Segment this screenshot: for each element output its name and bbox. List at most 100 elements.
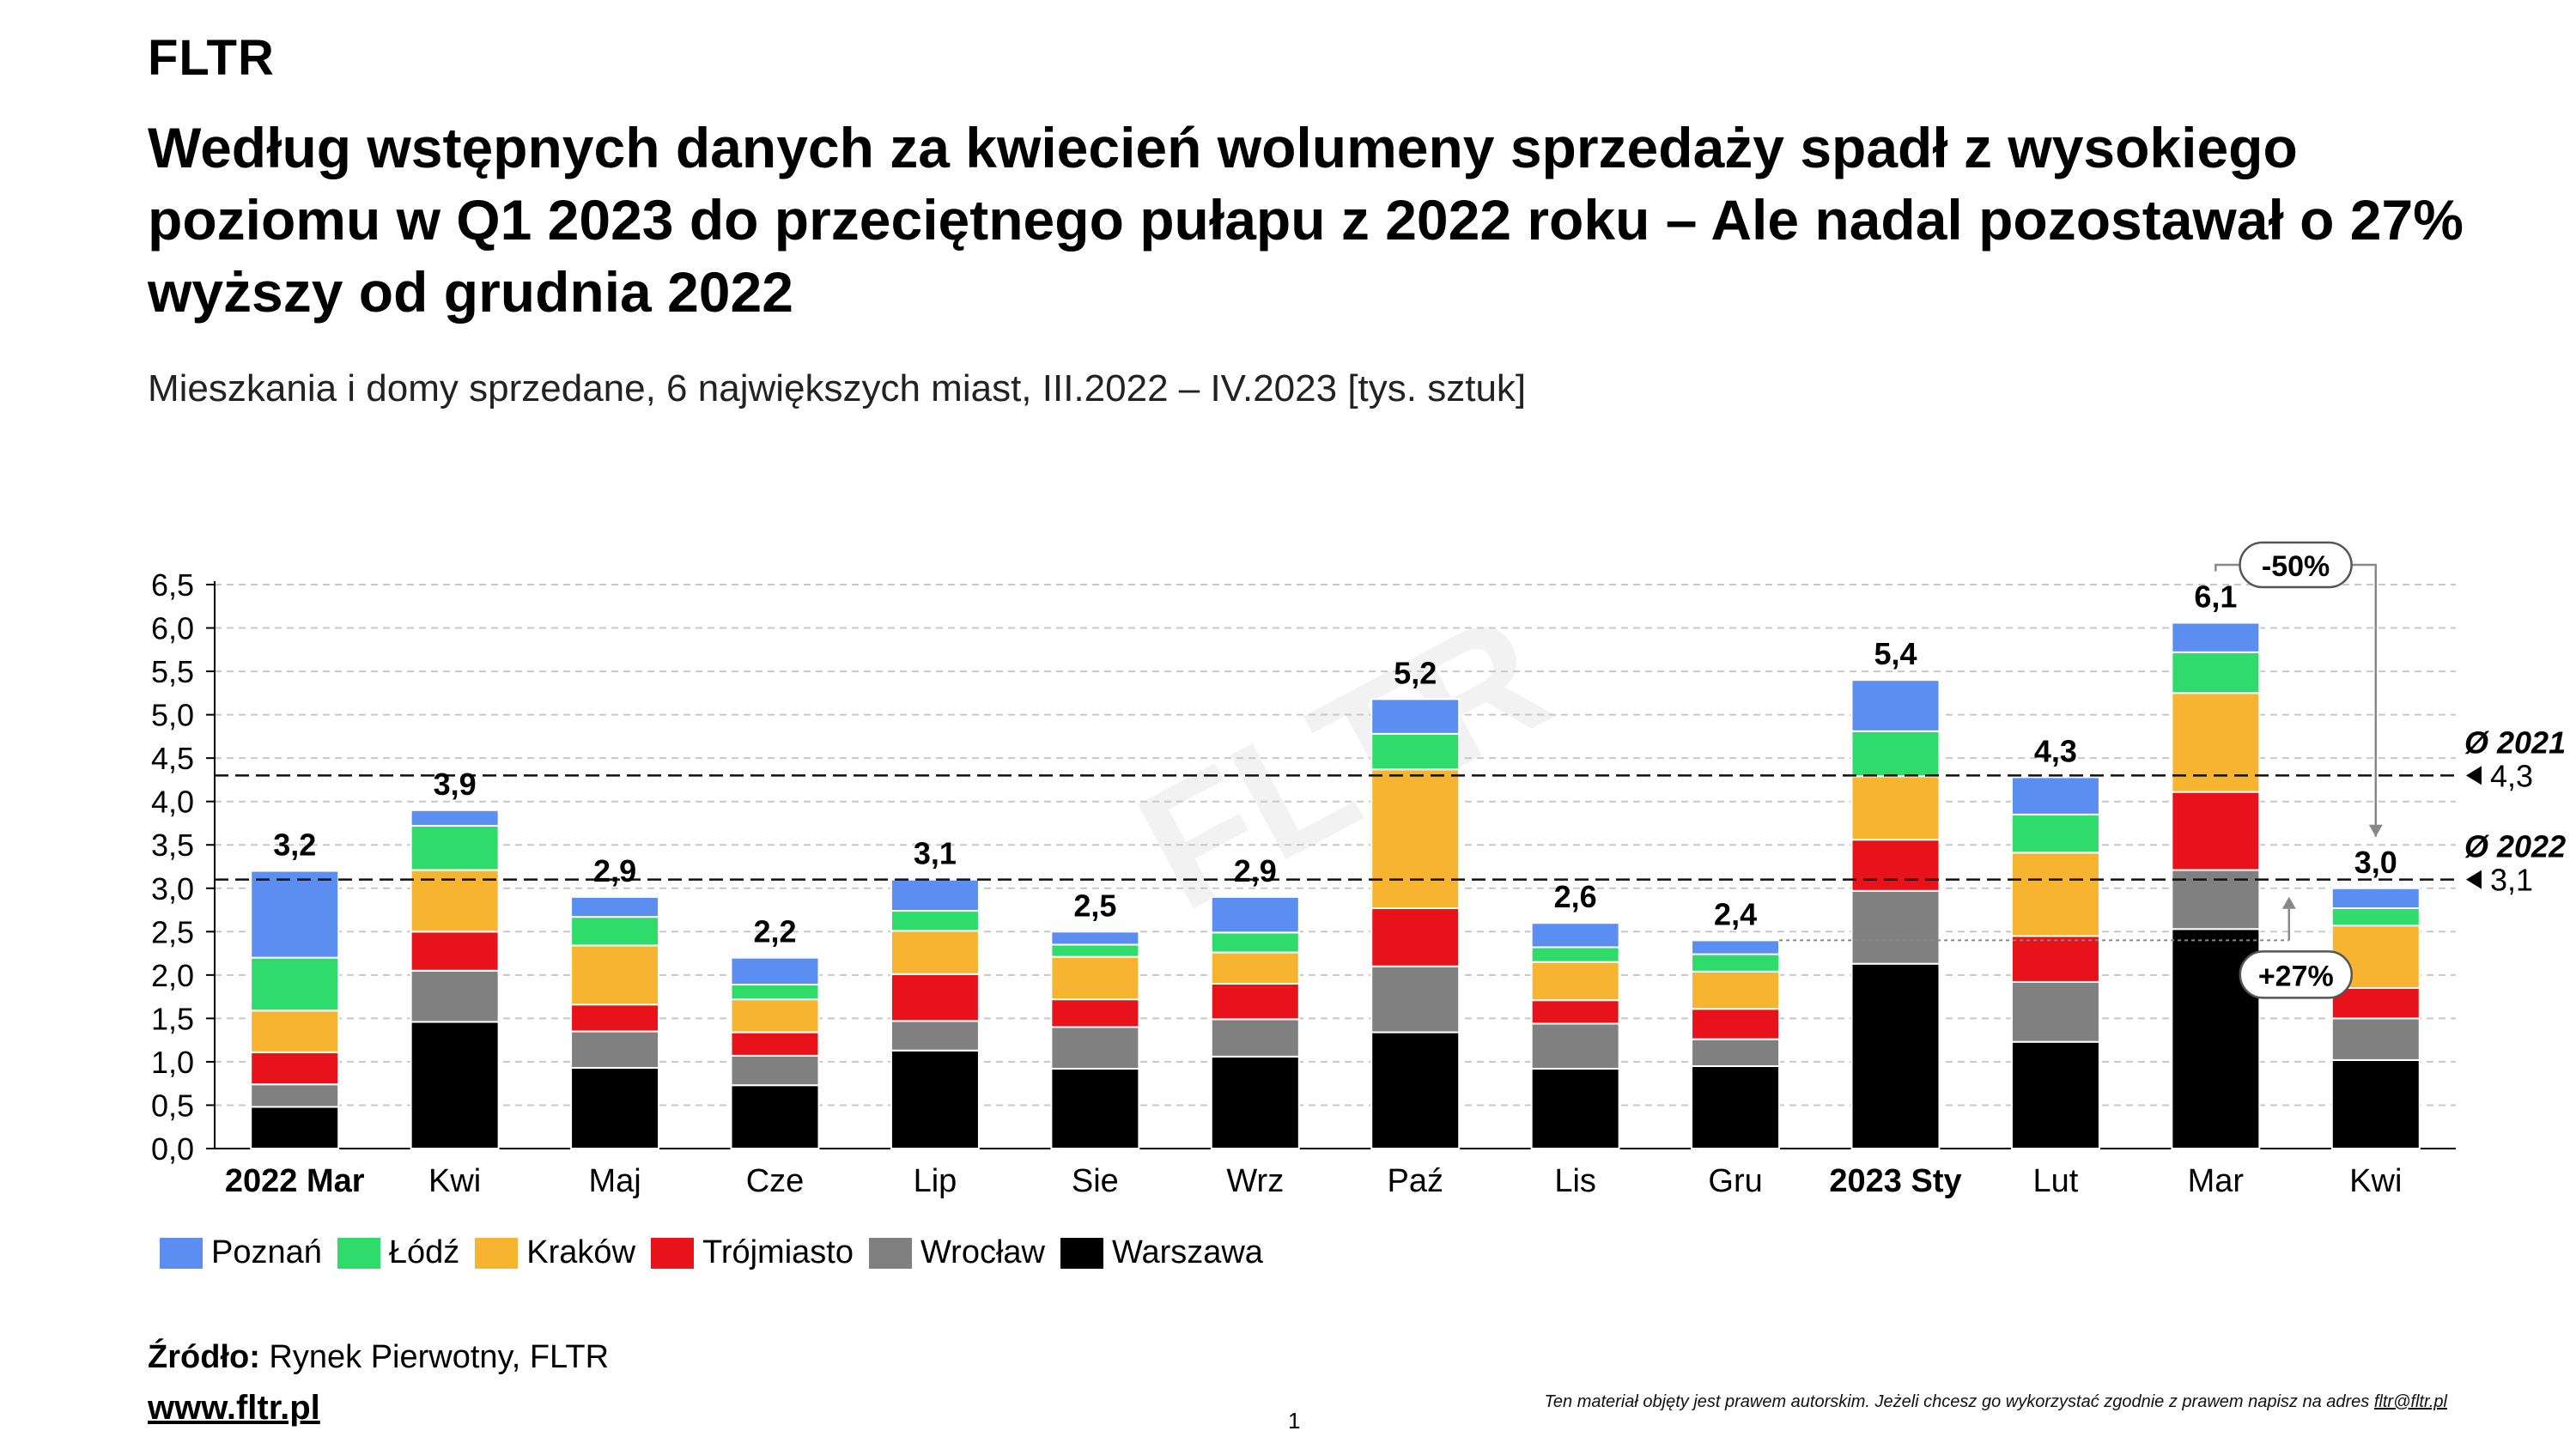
bar-segment-wrocław bbox=[1691, 1038, 1781, 1067]
bar-segment-łódź bbox=[1850, 730, 1941, 778]
bar-segment-warszawa bbox=[570, 1066, 660, 1149]
bar-segment-trójmiasto bbox=[250, 1051, 340, 1086]
copyright-email[interactable]: fltr@fltr.pl bbox=[2373, 1392, 2447, 1411]
bar-segment-kraków bbox=[2171, 692, 2261, 793]
reference-line-value: 3,1 bbox=[2490, 863, 2533, 898]
bar-segment-łódź bbox=[1530, 946, 1620, 963]
y-tick-label: 5,0 bbox=[151, 698, 194, 733]
bar-segment-poznań bbox=[1691, 939, 1781, 955]
bar-total-label: 5,2 bbox=[1394, 655, 1437, 690]
watermark-text: FLTR bbox=[1110, 578, 1577, 947]
bar-segment-warszawa bbox=[2330, 1058, 2421, 1149]
legend-label: Warszawa bbox=[1111, 1234, 1263, 1270]
reference-arrow-icon bbox=[2466, 870, 2482, 889]
bar-segment-poznań bbox=[2010, 776, 2100, 815]
bar-segment-trójmiasto bbox=[2010, 935, 2100, 983]
bar-total-label: 3,2 bbox=[273, 828, 316, 863]
bar-segment-łódź bbox=[1370, 732, 1461, 771]
bar-segment-łódź bbox=[890, 910, 980, 932]
bar-segment-trójmiasto bbox=[730, 1031, 820, 1057]
page-number: 1 bbox=[1288, 1408, 1301, 1434]
x-tick-label: Paź bbox=[1387, 1163, 1443, 1199]
x-tick-label: 2022 Mar bbox=[225, 1163, 365, 1199]
bar-segment-kraków bbox=[2010, 852, 2100, 937]
bar-segment-trójmiasto bbox=[1050, 998, 1140, 1028]
annotation-label: +27% bbox=[2258, 960, 2334, 992]
bar-segment-kraków bbox=[1530, 961, 1620, 1002]
bar-segment-kraków bbox=[1050, 955, 1140, 1001]
source-note: Źródło: Rynek Pierwotny, FLTR bbox=[148, 1339, 609, 1376]
chart-subtitle: Mieszkania i domy sprzedane, 6 największ… bbox=[148, 367, 1527, 409]
reference-arrow-icon bbox=[2466, 766, 2482, 785]
bar-segment-kraków bbox=[1850, 775, 1941, 841]
bar-segment-trójmiasto bbox=[1210, 982, 1300, 1021]
chart-legend: Poznań Łódź Kraków Trójmiasto Wrocław Warszaw… bbox=[160, 1234, 1279, 1271]
bar-segment-trójmiasto bbox=[1370, 907, 1461, 967]
bar-segment-warszawa bbox=[1850, 962, 1941, 1150]
bar-total-label: 2,9 bbox=[1234, 853, 1277, 888]
bar-segment-warszawa bbox=[1530, 1068, 1620, 1150]
legend-swatch bbox=[1060, 1237, 1103, 1269]
bar-total-label: 3,9 bbox=[434, 767, 477, 802]
y-tick-label: 1,0 bbox=[151, 1045, 194, 1080]
source-label: Źródło: bbox=[148, 1339, 260, 1375]
bar-segment-poznań bbox=[250, 870, 340, 959]
bar-segment-wrocław bbox=[2010, 980, 2100, 1043]
bar-segment-warszawa bbox=[730, 1084, 820, 1150]
website-link[interactable]: www.fltr.pl bbox=[148, 1389, 320, 1427]
annotation-arrow-icon bbox=[2281, 896, 2296, 909]
annotation-bubble bbox=[2239, 950, 2354, 999]
bar-segment-warszawa bbox=[890, 1049, 980, 1150]
bar-segment-wrocław bbox=[1850, 889, 1941, 965]
bar-segment-trójmiasto bbox=[570, 1003, 660, 1033]
bar-segment-poznań bbox=[730, 956, 820, 985]
bar-segment-poznań bbox=[1050, 931, 1140, 946]
bar-segment-łódź bbox=[730, 983, 820, 1001]
bar-segment-wrocław bbox=[1530, 1022, 1620, 1070]
bar-segment-trójmiasto bbox=[410, 931, 500, 972]
y-tick-label: 4,5 bbox=[151, 741, 194, 776]
x-tick-label: Kwi bbox=[2349, 1163, 2402, 1199]
y-tick-label: 3,0 bbox=[151, 871, 194, 906]
bar-segment-wrocław bbox=[1370, 965, 1461, 1034]
bar-total-label: 3,1 bbox=[914, 836, 957, 871]
x-tick-label: Lut bbox=[2033, 1163, 2079, 1199]
y-tick-label: 3,5 bbox=[151, 828, 194, 863]
bar-segment-łódź bbox=[250, 956, 340, 1012]
bar-segment-łódź bbox=[410, 824, 500, 871]
bar-segment-poznań bbox=[1370, 698, 1461, 735]
bar-segment-wrocław bbox=[570, 1030, 660, 1069]
bar-segment-warszawa bbox=[1691, 1064, 1781, 1150]
bar-segment-łódź bbox=[2330, 907, 2421, 927]
legend-item-poznań: Poznań bbox=[160, 1234, 322, 1271]
x-tick-label: Wrz bbox=[1226, 1163, 1284, 1199]
bar-segment-kraków bbox=[250, 1009, 340, 1053]
bar-total-label: 2,2 bbox=[753, 914, 796, 949]
x-tick-label: 2023 Sty bbox=[1829, 1163, 1961, 1199]
x-tick-label: Gru bbox=[1708, 1163, 1762, 1199]
bar-segment-kraków bbox=[730, 998, 820, 1034]
y-tick-label: 2,5 bbox=[151, 914, 194, 949]
bar-segment-trójmiasto bbox=[1850, 839, 1941, 892]
bar-segment-wrocław bbox=[410, 969, 500, 1023]
bar-segment-warszawa bbox=[1050, 1068, 1140, 1150]
y-tick-label: 0,5 bbox=[151, 1088, 194, 1123]
bar-total-label: 2,6 bbox=[1554, 879, 1597, 914]
bar-segment-trójmiasto bbox=[2171, 791, 2261, 871]
bar-segment-kraków bbox=[570, 944, 660, 1006]
y-tick-label: 6,5 bbox=[151, 567, 194, 603]
y-tick-label: 6,0 bbox=[151, 611, 194, 646]
bar-total-label: 2,4 bbox=[1714, 896, 1757, 931]
legend-swatch bbox=[868, 1237, 912, 1269]
bar-segment-poznań bbox=[1850, 679, 1941, 732]
reference-line-name: Ø 2021 bbox=[2464, 724, 2566, 760]
legend-item-kraków: Kraków bbox=[475, 1234, 635, 1271]
legend-swatch bbox=[160, 1237, 203, 1269]
bar-segment-trójmiasto bbox=[1530, 999, 1620, 1025]
bar-segment-warszawa bbox=[1210, 1055, 1300, 1150]
bar-segment-łódź bbox=[1050, 943, 1140, 958]
x-tick-label: Maj bbox=[588, 1163, 641, 1199]
bar-segment-łódź bbox=[2010, 813, 2100, 854]
bar-segment-wrocław bbox=[2330, 1017, 2421, 1061]
bar-segment-warszawa bbox=[410, 1021, 500, 1150]
